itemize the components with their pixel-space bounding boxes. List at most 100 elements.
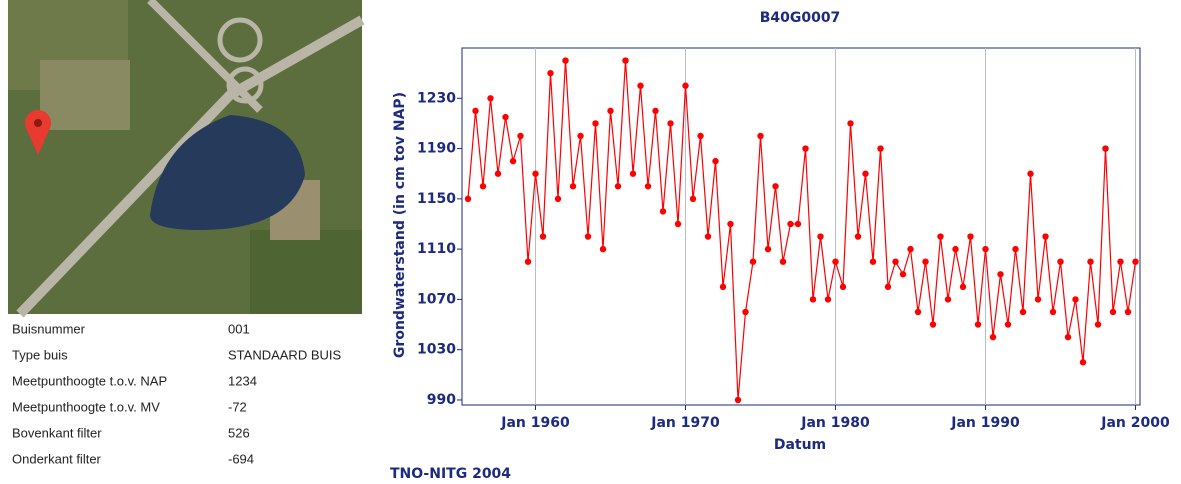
row-label: Type buis [12, 347, 68, 362]
point [922, 258, 928, 264]
footer: TNO-NITG 2004 [390, 466, 511, 482]
row-label: Meetpunthoogte t.o.v. NAP [12, 373, 167, 388]
x-tick-label: Jan 2000 [1100, 415, 1170, 431]
x-axis-label: Datum [774, 437, 826, 453]
point [817, 233, 823, 239]
row-value: 1234 [228, 373, 257, 388]
point [480, 183, 486, 189]
point [1125, 309, 1131, 315]
point [1102, 145, 1108, 151]
point [600, 246, 606, 252]
point [1080, 359, 1086, 365]
point [1132, 258, 1138, 264]
point [862, 171, 868, 177]
point [1042, 233, 1048, 239]
row-label: Onderkant filter [12, 451, 102, 466]
y-tick-label: 1230 [417, 90, 456, 106]
point [975, 321, 981, 327]
point [495, 171, 501, 177]
point [780, 258, 786, 264]
point [592, 120, 598, 126]
chart-title: B40G0007 [760, 10, 841, 26]
point [1065, 334, 1071, 340]
point [1035, 296, 1041, 302]
row-label: Buisnummer [12, 321, 86, 336]
point [802, 145, 808, 151]
row-value: -694 [228, 451, 254, 466]
row-value: 526 [228, 425, 250, 440]
point [832, 258, 838, 264]
y-tick-label: 1190 [417, 141, 456, 157]
page: Buisnummer 001 Type buis STANDAARD BUIS Meet… [0, 0, 1181, 484]
point [675, 221, 681, 227]
point [930, 321, 936, 327]
point [997, 271, 1003, 277]
point [1050, 309, 1056, 315]
point [1057, 258, 1063, 264]
point [877, 145, 883, 151]
point [637, 83, 643, 89]
point [585, 233, 591, 239]
point [1117, 258, 1123, 264]
point [1005, 321, 1011, 327]
point [720, 284, 726, 290]
info-table: Buisnummer 001 Type buis STANDAARD BUIS Meet… [12, 321, 341, 466]
row-label: Bovenkant filter [12, 425, 102, 440]
point [630, 171, 636, 177]
point [690, 196, 696, 202]
point [870, 258, 876, 264]
point [1072, 296, 1078, 302]
point [532, 171, 538, 177]
point [1020, 309, 1026, 315]
row-value: -72 [228, 399, 247, 414]
point [465, 196, 471, 202]
point [765, 246, 771, 252]
row-value: 001 [228, 321, 250, 336]
screen: Buisnummer 001 Type buis STANDAARD BUIS Meet… [0, 0, 1181, 484]
point [825, 296, 831, 302]
y-tick-label: 1150 [417, 191, 456, 207]
map [8, 0, 362, 314]
point [915, 309, 921, 315]
point [525, 258, 531, 264]
x-tick-label: Jan 1980 [800, 415, 870, 431]
point [757, 133, 763, 139]
point [540, 233, 546, 239]
point [570, 183, 576, 189]
point [705, 233, 711, 239]
row-label: Meetpunthoogte t.o.v. MV [12, 399, 160, 414]
y-tick-label: 1110 [417, 241, 456, 257]
point [742, 309, 748, 315]
point [607, 108, 613, 114]
point [952, 246, 958, 252]
y-tick-label: 1030 [417, 342, 456, 358]
point [1095, 321, 1101, 327]
point [697, 133, 703, 139]
point [622, 57, 628, 63]
point [840, 284, 846, 290]
point [1087, 258, 1093, 264]
point [937, 233, 943, 239]
row-value: STANDAARD BUIS [228, 347, 341, 362]
y-tick-label: 990 [427, 392, 456, 408]
series-line [468, 61, 1136, 400]
point [682, 83, 688, 89]
point [652, 108, 658, 114]
point [555, 196, 561, 202]
point [982, 246, 988, 252]
point [577, 133, 583, 139]
point [472, 108, 478, 114]
point [645, 183, 651, 189]
point [750, 258, 756, 264]
point [547, 70, 553, 76]
point [960, 284, 966, 290]
point [945, 296, 951, 302]
point [615, 183, 621, 189]
point [1110, 309, 1116, 315]
point [735, 397, 741, 403]
point [990, 334, 996, 340]
point [772, 183, 778, 189]
x-tick-label: Jan 1960 [500, 415, 570, 431]
point [712, 158, 718, 164]
point [562, 57, 568, 63]
